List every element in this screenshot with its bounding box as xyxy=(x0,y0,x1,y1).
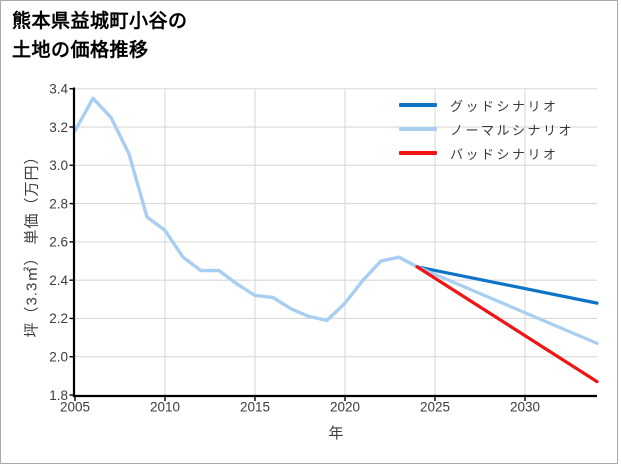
legend-item-good-scenario: グッドシナリオ xyxy=(399,93,574,117)
y-axis-label: 坪（3.3㎡） 単価（万円） xyxy=(23,148,41,338)
chart-title-line-2: 土地の価格推移 xyxy=(12,40,149,61)
y-tick-label: 2.4 xyxy=(49,273,68,288)
history-line xyxy=(73,96,419,323)
legend-item-bad-scenario: バッドシナリオ xyxy=(399,141,574,165)
legend-item-normal-scenario: ノーマルシナリオ xyxy=(399,117,574,141)
bad-scenario-line-swatch xyxy=(399,151,437,155)
legend-label-good-scenario: グッドシナリオ xyxy=(450,98,559,114)
y-tick-label: 2.0 xyxy=(49,350,68,365)
gridlines xyxy=(75,88,597,395)
bad-scenario-line xyxy=(415,265,599,384)
y-tick-labels: 1.8 2.0 2.2 2.4 2.6 2.8 3.0 3.2 3.4 xyxy=(49,82,68,403)
x-tick-label: 2020 xyxy=(330,400,360,415)
chart-title-line-1: 熊本県益城町小谷の xyxy=(12,11,188,32)
x-tick-labels: 2005 2010 2015 2020 2025 2030 xyxy=(60,400,540,415)
y-tick-label: 1.8 xyxy=(49,388,68,403)
y-tick-label: 3.4 xyxy=(49,82,68,97)
y-tick-label: 3.0 xyxy=(49,158,68,173)
legend-label-normal-scenario: ノーマルシナリオ xyxy=(450,122,575,138)
chart-title: 熊本県益城町小谷の 土地の価格推移 xyxy=(12,7,188,65)
x-tick-label: 2010 xyxy=(150,400,180,415)
axes xyxy=(72,87,597,398)
x-tick-label: 2005 xyxy=(60,400,90,415)
y-tick-label: 2.6 xyxy=(49,235,68,250)
x-tick-label: 2030 xyxy=(510,400,540,415)
y-tick-label: 3.2 xyxy=(49,120,68,135)
tick-marks xyxy=(69,88,526,401)
legend: グッドシナリオ ノーマルシナリオ バッドシナリオ xyxy=(399,93,574,165)
x-axis-label: 年 xyxy=(328,425,344,442)
good-scenario-line xyxy=(415,265,599,305)
normal-scenario-line xyxy=(415,265,599,345)
good-scenario-line-swatch xyxy=(399,103,437,107)
y-tick-label: 2.8 xyxy=(49,196,68,211)
y-tick-label: 2.2 xyxy=(49,311,68,326)
legend-label-bad-scenario: バッドシナリオ xyxy=(450,146,559,162)
x-tick-label: 2015 xyxy=(240,400,270,415)
normal-scenario-line-swatch xyxy=(399,127,437,131)
x-tick-label: 2025 xyxy=(420,400,450,415)
